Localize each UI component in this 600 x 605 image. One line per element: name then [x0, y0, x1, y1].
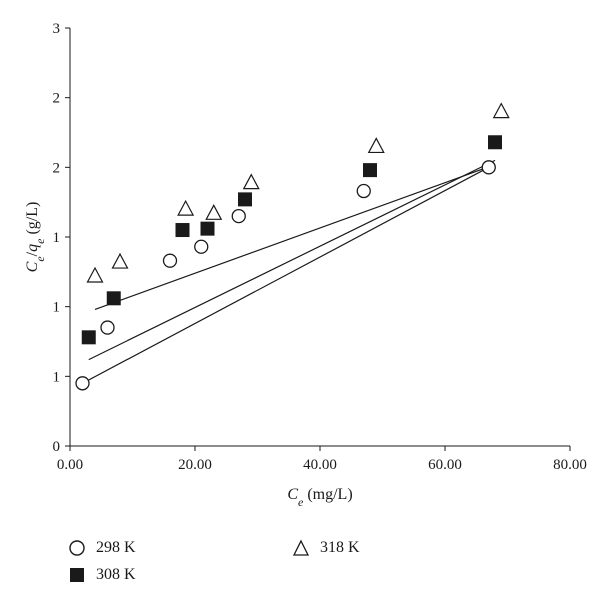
point-308-k [363, 163, 377, 178]
point-318-k [205, 204, 223, 220]
legend-label-298: 298 K [96, 539, 136, 556]
point-298-k [231, 208, 246, 224]
y-axis-title: Ce/qe (g/L) [24, 202, 47, 273]
x-tick-label: 60.00 [428, 457, 462, 473]
axes [69, 28, 570, 447]
square-icon [66, 566, 88, 584]
point-318-k [111, 252, 129, 269]
point-308-k [488, 135, 502, 150]
axis-titles: Ce (mg/L) Ce/qe (g/L) [24, 202, 353, 509]
point-298-k [75, 376, 90, 391]
point-298-k [100, 320, 115, 335]
y-tick-label: 0 [53, 439, 61, 455]
point-308-k [238, 192, 252, 207]
point-298-k [481, 160, 496, 175]
legend-item-318: 318 K [290, 539, 360, 557]
point-318-k [492, 102, 510, 119]
point-308-k [175, 223, 190, 238]
triangle-icon [290, 539, 312, 557]
fit-line-298-k [82, 166, 490, 384]
legend-label-308: 308 K [96, 566, 136, 583]
legend-item-308: 308 K [66, 566, 136, 584]
y-tick-label: 1 [53, 300, 61, 316]
point-298-k [356, 183, 371, 199]
y-tick-label: 2 [53, 91, 61, 107]
x-tick-label: 0.00 [57, 457, 83, 473]
data-points [75, 102, 510, 391]
fit-line-308-k [88, 159, 496, 361]
circle-icon [66, 539, 88, 557]
point-318-k [367, 137, 385, 154]
point-298-k [194, 239, 209, 254]
y-tick-label: 2 [53, 160, 61, 176]
x-axis-title: Ce (mg/L) [287, 486, 352, 509]
x-tick-label: 40.00 [303, 457, 337, 473]
legend-label-318: 318 K [320, 539, 360, 556]
x-tick-label: 20.00 [178, 457, 212, 473]
point-318-k [86, 266, 104, 283]
y-tick-label: 1 [53, 369, 61, 385]
fit-lines [82, 159, 496, 384]
x-tick-label: 80.00 [553, 457, 587, 473]
point-308-k [81, 330, 96, 345]
legend-item-298: 298 K [66, 539, 136, 557]
y-tick-label: 1 [53, 230, 61, 246]
y-axis-ticks: 0 1 1 1 2 2 3 [53, 21, 70, 455]
y-tick-label: 3 [53, 21, 61, 37]
point-308-k [200, 221, 215, 236]
point-318-k [177, 199, 195, 216]
point-308-k [106, 291, 121, 306]
point-318-k [242, 173, 260, 190]
x-axis-ticks: 0.00 20.00 40.00 60.00 80.00 [57, 446, 587, 473]
fit-line-318-k [94, 163, 496, 311]
point-298-k [162, 253, 178, 268]
